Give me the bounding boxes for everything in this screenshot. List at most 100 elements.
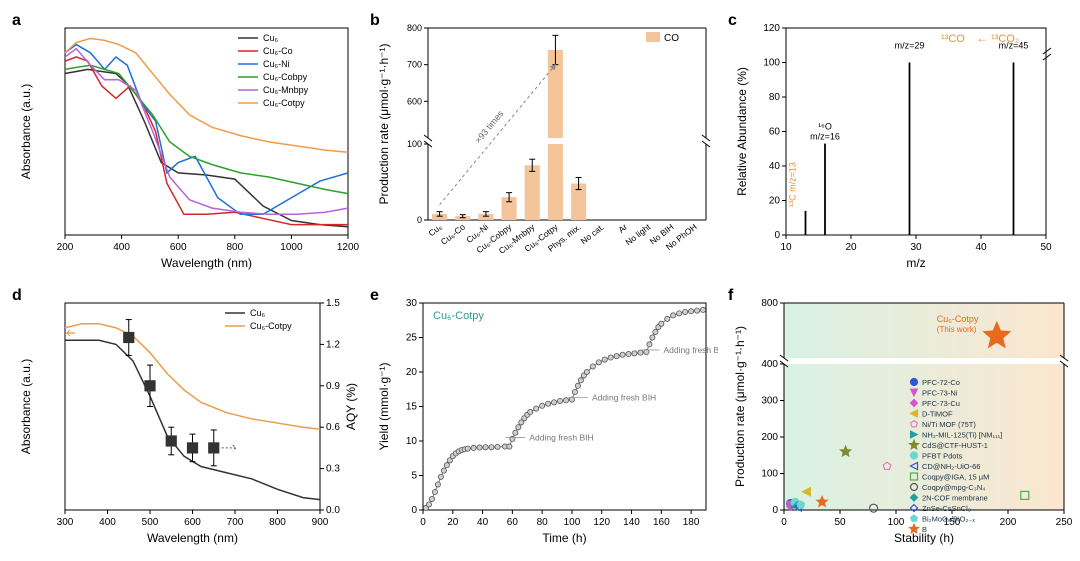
panel-b-label: b: [370, 12, 380, 30]
svg-text:200: 200: [761, 432, 778, 443]
panel-e-label: e: [370, 287, 379, 305]
svg-text:0: 0: [772, 505, 778, 516]
svg-text:800: 800: [269, 517, 286, 528]
svg-text:600: 600: [170, 242, 187, 253]
svg-text:PFC-72-Co: PFC-72-Co: [922, 378, 960, 387]
svg-text:PFC-73-Cu: PFC-73-Cu: [922, 399, 960, 408]
svg-text:¹³C m/z=13: ¹³C m/z=13: [788, 162, 798, 207]
svg-text:100: 100: [407, 139, 422, 149]
svg-text:No light: No light: [623, 221, 652, 247]
panel-f-label: f: [728, 287, 733, 305]
svg-text:0: 0: [420, 517, 426, 528]
svg-text:Wavelength (nm): Wavelength (nm): [147, 531, 238, 545]
figure-grid: a 20040060080010001200Wavelength (nm)Abs…: [10, 10, 1070, 551]
svg-text:Cu₆: Cu₆: [263, 33, 279, 43]
svg-text:CO: CO: [664, 33, 679, 44]
svg-text:1.5: 1.5: [326, 298, 340, 309]
svg-text:←: ←: [976, 31, 988, 45]
svg-text:Production rate (μmol·g⁻¹·h⁻¹): Production rate (μmol·g⁻¹·h⁻¹): [733, 326, 747, 487]
svg-text:600: 600: [407, 96, 422, 106]
svg-text:900: 900: [312, 517, 329, 528]
svg-text:Bi₂MoO₆/BiO₂₋ₓ: Bi₂MoO₆/BiO₂₋ₓ: [922, 514, 975, 523]
svg-text:1000: 1000: [280, 242, 303, 253]
panel-f: f 0501001502002500100200300400800Stabili…: [726, 285, 1076, 552]
svg-text:180: 180: [683, 517, 700, 528]
svg-text:800: 800: [226, 242, 243, 253]
svg-text:40: 40: [477, 517, 489, 528]
panel-c-label: c: [728, 12, 737, 30]
svg-text:160: 160: [653, 517, 670, 528]
chart-a: 20040060080010001200Wavelength (nm)Absor…: [10, 10, 360, 275]
svg-text:60: 60: [507, 517, 519, 528]
chart-b: 6007008000100Cu₆Cu₆-CoCu₆-NiCu₆-CobpyCu₆…: [368, 10, 718, 275]
svg-text:100: 100: [763, 58, 780, 69]
chart-e: 020406080100120140160180051015202530Time…: [368, 285, 718, 550]
svg-text:¹³CO: ¹³CO: [941, 33, 965, 45]
svg-text:20: 20: [769, 196, 781, 207]
svg-text:25: 25: [406, 332, 418, 343]
svg-text:NH₂-MIL-125(Ti) [NM₁₁₁]: NH₂-MIL-125(Ti) [NM₁₁₁]: [922, 430, 1002, 439]
svg-text:0: 0: [781, 517, 787, 528]
svg-text:Wavelength (nm): Wavelength (nm): [161, 256, 252, 270]
svg-text:Yield (mmol·g⁻¹): Yield (mmol·g⁻¹): [377, 362, 391, 450]
svg-text:Cu₆-Cotpy: Cu₆-Cotpy: [937, 314, 979, 324]
svg-text:800: 800: [761, 298, 778, 309]
svg-text:Cu₆-Co: Cu₆-Co: [439, 222, 467, 247]
svg-text:100: 100: [564, 517, 581, 528]
svg-text:0.6: 0.6: [326, 422, 340, 433]
panel-a-label: a: [12, 12, 21, 30]
svg-text:B: B: [922, 525, 927, 534]
svg-text:1.2: 1.2: [326, 339, 340, 350]
svg-text:0.9: 0.9: [326, 380, 340, 391]
svg-text:Cu₆-Cotpy: Cu₆-Cotpy: [433, 310, 484, 322]
svg-text:0: 0: [411, 505, 417, 516]
svg-text:ZnSe-CsSnCl₃: ZnSe-CsSnCl₃: [922, 504, 971, 513]
svg-text:m/z: m/z: [906, 256, 925, 270]
svg-text:PFC-73-Ni: PFC-73-Ni: [922, 388, 958, 397]
svg-text:50: 50: [1040, 242, 1052, 253]
svg-text:Ni/Ti MOF (75T): Ni/Ti MOF (75T): [922, 420, 976, 429]
panel-d-label: d: [12, 287, 22, 305]
svg-text:1200: 1200: [337, 242, 360, 253]
chart-f: 0501001502002500100200300400800Stability…: [726, 285, 1076, 550]
svg-text:15: 15: [406, 401, 418, 412]
svg-text:Time (h): Time (h): [542, 531, 586, 545]
svg-text:m/z=45: m/z=45: [999, 41, 1029, 51]
svg-text:Adding fresh BIH: Adding fresh BIH: [592, 392, 656, 402]
svg-text:20: 20: [406, 367, 418, 378]
svg-text:100: 100: [761, 468, 778, 479]
svg-text:700: 700: [407, 60, 422, 70]
svg-text:CD@NH₂-UiO-66: CD@NH₂-UiO-66: [922, 462, 980, 471]
svg-text:CdS@CTF-HUST-1: CdS@CTF-HUST-1: [922, 441, 988, 450]
svg-text:10: 10: [780, 242, 792, 253]
svg-text:140: 140: [623, 517, 640, 528]
svg-text:Relative Abundance (%): Relative Abundance (%): [735, 67, 749, 196]
svg-text:600: 600: [184, 517, 201, 528]
svg-text:250: 250: [1056, 517, 1073, 528]
panel-a: a 20040060080010001200Wavelength (nm)Abs…: [10, 10, 360, 277]
svg-text:0.0: 0.0: [326, 505, 340, 516]
svg-text:D-TiMOF: D-TiMOF: [922, 409, 953, 418]
svg-text:Cu₆-Co: Cu₆-Co: [263, 46, 293, 56]
svg-text:Adding fresh BIH: Adding fresh BIH: [529, 432, 593, 442]
svg-text:Cu₆-Cotpy: Cu₆-Cotpy: [263, 98, 305, 108]
panel-c: c 1020304050020406080100120m/zRelative A…: [726, 10, 1076, 277]
svg-text:200: 200: [57, 242, 74, 253]
svg-text:Absorbance (a.u.): Absorbance (a.u.): [19, 358, 33, 453]
svg-text:Cu₆-Mnbpy: Cu₆-Mnbpy: [263, 85, 309, 95]
svg-text:400: 400: [113, 242, 130, 253]
svg-text:0.3: 0.3: [326, 463, 340, 474]
svg-text:80: 80: [537, 517, 549, 528]
svg-text:Cu₆-Cobpy: Cu₆-Cobpy: [263, 72, 308, 82]
svg-text:30: 30: [910, 242, 922, 253]
svg-text:10: 10: [406, 436, 418, 447]
svg-text:120: 120: [593, 517, 610, 528]
svg-text:200: 200: [1000, 517, 1017, 528]
svg-text:40: 40: [769, 161, 781, 172]
svg-text:2N-COF membrane: 2N-COF membrane: [922, 493, 988, 502]
svg-text:20: 20: [447, 517, 459, 528]
svg-text:30: 30: [406, 298, 418, 309]
svg-text:400: 400: [761, 359, 778, 370]
svg-text:60: 60: [769, 127, 781, 138]
svg-text:Adding fresh BIH: Adding fresh BIH: [663, 344, 718, 354]
